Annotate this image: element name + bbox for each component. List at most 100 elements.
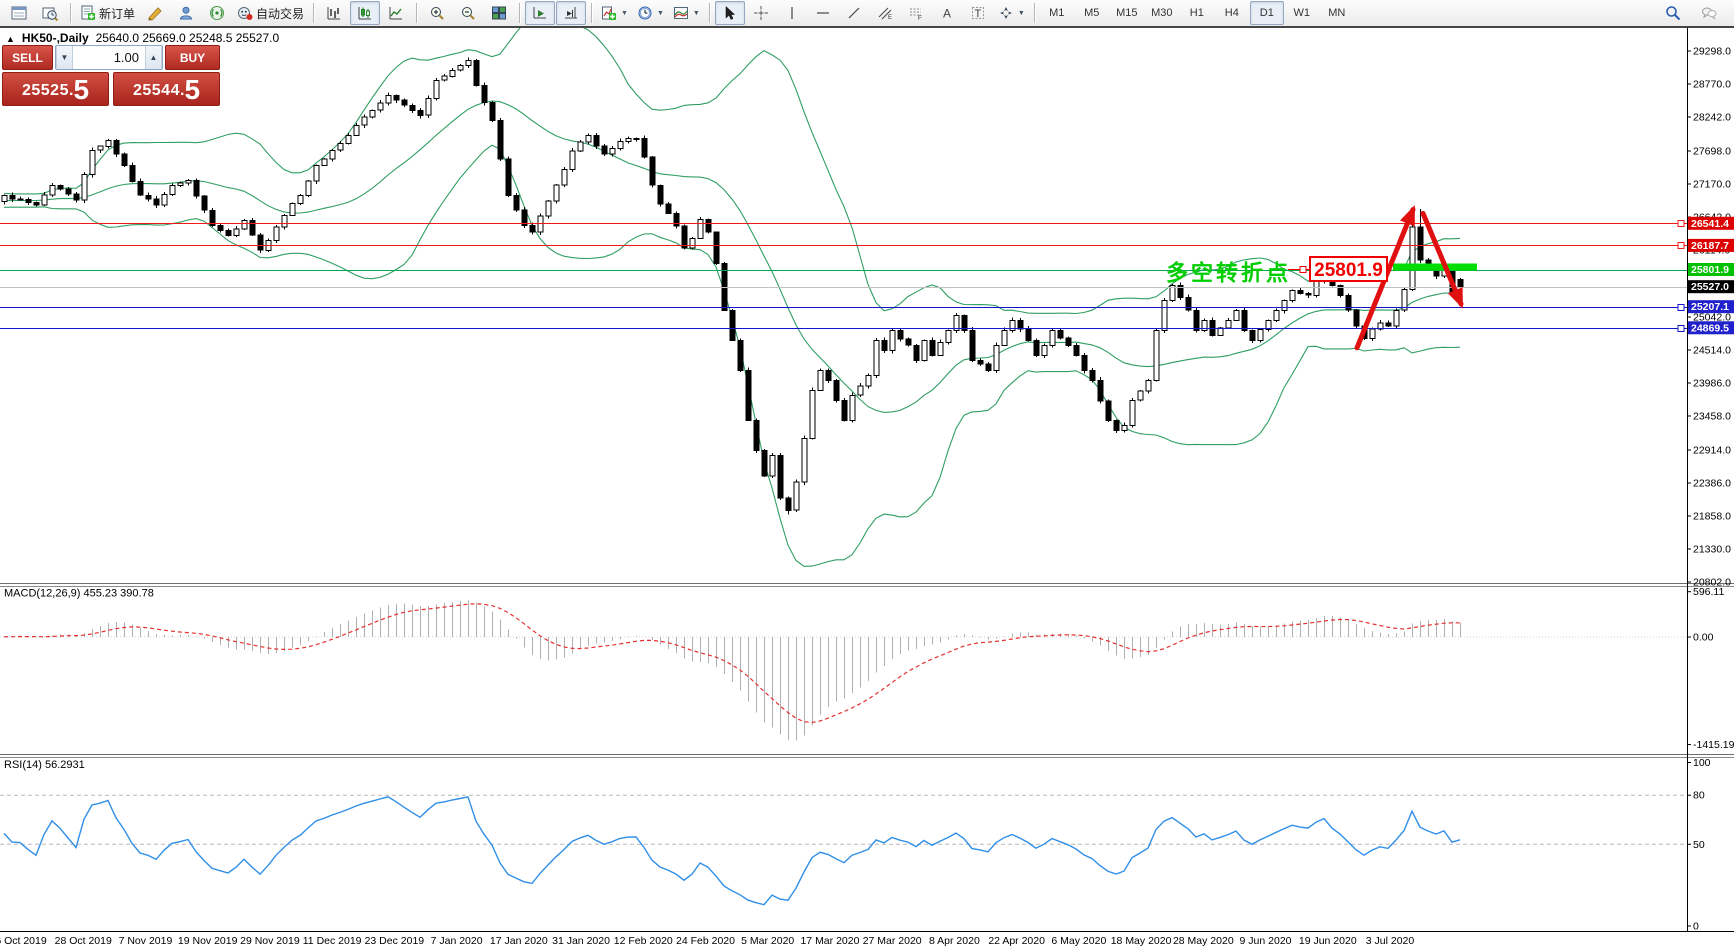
channel-tool-icon[interactable]: E: [870, 1, 900, 25]
date-label: 29 Nov 2019: [240, 935, 300, 947]
candle-body: [593, 134, 600, 147]
auto-trading-label: 自动交易: [256, 6, 305, 21]
candle-body: [713, 231, 720, 264]
sell-button[interactable]: SELL: [2, 45, 53, 70]
chart-shift-icon[interactable]: [556, 1, 587, 25]
vertical-line-tool-icon[interactable]: [777, 1, 807, 25]
price-flag-value: 25801.9: [1314, 260, 1383, 281]
auto-scroll-icon[interactable]: [525, 1, 556, 25]
collapse-marker-icon[interactable]: ▲: [6, 34, 15, 44]
crosshair-tool-icon[interactable]: [746, 1, 776, 25]
candle-body: [729, 309, 736, 341]
cursor-tool-icon[interactable]: [714, 1, 745, 25]
zoom-in-icon[interactable]: [422, 1, 452, 25]
buy-price-frac: 5: [184, 74, 201, 105]
candle-body: [753, 419, 760, 451]
candle-body: [201, 195, 208, 211]
candlestick-mode-icon[interactable]: [350, 1, 381, 25]
down-trend-arrow[interactable]: [1420, 210, 1464, 309]
horizontal-line-tool-icon[interactable]: [808, 1, 838, 25]
bollinger-lower[interactable]: [3, 144, 1461, 567]
indicators-menu-button[interactable]: ▼: [597, 1, 632, 25]
timeframe-m30[interactable]: M30: [1151, 7, 1173, 19]
rsi-axis-tick-label: 0: [1693, 921, 1699, 933]
price-level-label-box[interactable]: [1688, 300, 1734, 314]
zoom-out-icon[interactable]: [453, 1, 483, 25]
line-handle[interactable]: [1677, 325, 1685, 332]
profile-window-icon[interactable]: [4, 1, 34, 25]
candle-body: [1169, 284, 1176, 301]
price-axis-tick-label: 22386.0: [1693, 478, 1731, 490]
price-level-label-box[interactable]: [1688, 238, 1734, 252]
chat-icon[interactable]: [1694, 1, 1724, 25]
bollinger-middle[interactable]: [3, 100, 1461, 413]
ohlc-values: 25640.0 25669.0 25248.5 25527.0: [95, 31, 280, 45]
candle-body: [913, 344, 920, 361]
shapes-menu-button[interactable]: ▼: [994, 1, 1029, 25]
date-label: 23 Dec 2019: [365, 935, 425, 947]
strategy-tester-icon[interactable]: [35, 1, 65, 25]
candle-body: [249, 219, 256, 236]
buy-price-display[interactable]: 25544. 5: [113, 72, 220, 106]
dropdown-caret-icon: ▼: [692, 9, 700, 17]
candle-body: [609, 148, 616, 155]
timeframe-mn[interactable]: MN: [1328, 7, 1346, 19]
line-handle[interactable]: [1677, 220, 1685, 227]
price-level-label: 26541.4: [1691, 218, 1729, 230]
timeframe-h4[interactable]: H4: [1224, 7, 1239, 19]
fibonacci-tool-icon[interactable]: F: [901, 1, 931, 25]
price-level-label-box[interactable]: [1688, 216, 1734, 230]
periods-menu-button[interactable]: ▼: [633, 1, 668, 25]
line-chart-mode-icon[interactable]: [381, 1, 411, 25]
templates-menu-button[interactable]: ▼: [669, 1, 704, 25]
price-level-label-box[interactable]: [1688, 263, 1734, 277]
candle-body: [193, 179, 200, 197]
candle-body: [465, 59, 472, 66]
volume-decrease-button[interactable]: ▼: [56, 46, 73, 69]
macd-axis-tick-label: -1415.19: [1693, 739, 1734, 751]
turning-point-annotation[interactable]: 多空转折点: [1166, 261, 1291, 286]
candle-body: [1153, 329, 1160, 381]
auto-trading-button[interactable]: 自动交易: [233, 1, 308, 25]
svg-text:E: E: [888, 15, 892, 21]
new-order-button[interactable]: 新订单: [76, 1, 139, 25]
line-handle[interactable]: [1677, 242, 1685, 249]
text-tool-icon[interactable]: A: [932, 1, 962, 25]
date-label: 8 Apr 2020: [929, 935, 980, 947]
chart-canvas[interactable]: 多空转折点 25801.9 29298.0 28770.0 28242.0 27698.0…: [0, 28, 1734, 949]
timeframe-h1[interactable]: H1: [1189, 7, 1204, 19]
tile-windows-icon[interactable]: [484, 1, 514, 25]
volume-input[interactable]: 1.00: [73, 46, 145, 69]
candle-body: [57, 184, 64, 190]
timeframe-m15[interactable]: M15: [1116, 7, 1138, 19]
bar-chart-mode-icon[interactable]: [319, 1, 349, 25]
line-handle[interactable]: [1677, 304, 1685, 311]
mql5-community-icon[interactable]: [171, 1, 201, 25]
trendline-tool-icon[interactable]: [839, 1, 869, 25]
price-level-label-box[interactable]: [1688, 321, 1734, 335]
bollinger-upper[interactable]: [3, 28, 1461, 315]
crayon-icon[interactable]: [140, 1, 170, 25]
price-level-label-box[interactable]: [1688, 280, 1734, 294]
candle-body: [457, 64, 464, 71]
price-flag-box[interactable]: [1309, 256, 1388, 283]
candle-body: [985, 363, 992, 371]
candle-body: [1049, 329, 1056, 346]
search-icon[interactable]: [1658, 1, 1688, 25]
label-tool-icon[interactable]: T: [963, 1, 993, 25]
candle-body: [841, 399, 848, 421]
timeframe-w1[interactable]: W1: [1293, 7, 1311, 19]
candle-body: [889, 329, 896, 351]
timeframe-m5[interactable]: M5: [1084, 7, 1100, 19]
candle-body: [1081, 354, 1088, 371]
timeframe-m1[interactable]: M1: [1049, 7, 1065, 19]
sell-price-display[interactable]: 25525. 5: [2, 72, 109, 106]
volume-increase-button[interactable]: ▲: [145, 46, 162, 69]
buy-button[interactable]: BUY: [165, 45, 220, 70]
timeframe-d1[interactable]: D1: [1249, 1, 1284, 25]
flag-handle[interactable]: [1299, 266, 1307, 274]
price-axis-tick-label: 22914.0: [1693, 445, 1731, 457]
candle-body: [1233, 309, 1240, 321]
date-label: 28 May 2020: [1173, 935, 1234, 947]
signals-icon[interactable]: [202, 1, 232, 25]
